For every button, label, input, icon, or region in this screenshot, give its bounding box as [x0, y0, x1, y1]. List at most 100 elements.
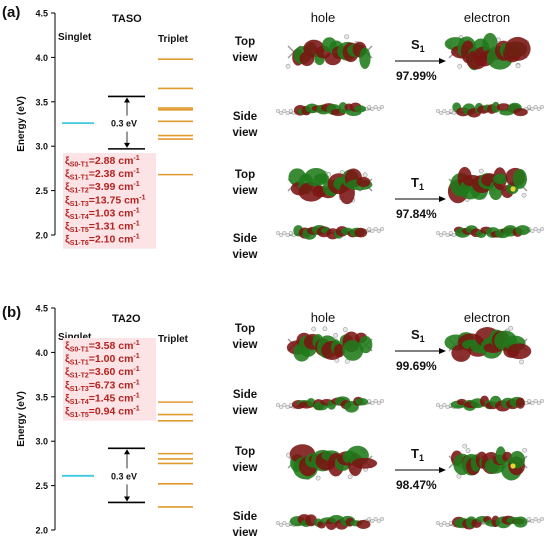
hydrogen-atom [533, 398, 538, 404]
view-label: view [233, 249, 258, 261]
view-label: Top [235, 446, 255, 458]
hydrogen-atom [279, 404, 284, 410]
y-tick-label: 2.5 [35, 186, 48, 196]
orbital-side-view-image [435, 225, 545, 239]
hydrogen-atom [367, 516, 372, 522]
transition-arrowhead [439, 196, 446, 202]
y-tick-label: 2.0 [35, 526, 48, 536]
hole-header: hole [311, 310, 336, 325]
hydrogen-atom [536, 400, 541, 406]
hydrogen-atom [347, 474, 353, 480]
singlet-column-label: Singlet [58, 332, 92, 343]
triplet-column-label: Triplet [158, 334, 189, 345]
view-label: view [233, 127, 258, 139]
y-tick-label: 3.5 [35, 97, 48, 107]
hydrogen-atom [373, 516, 378, 522]
orbital-lobe [507, 343, 532, 360]
hydrogen-atom [515, 63, 521, 69]
hydrogen-atom [344, 34, 350, 40]
hydrogen-atom [445, 522, 450, 528]
hydrogen-atom [533, 226, 538, 232]
hydrogen-atom [439, 522, 444, 528]
transition-state-label: S1 [411, 327, 425, 344]
hydrogen-atom [288, 230, 293, 236]
hydrogen-atom [539, 516, 545, 522]
hydrogen-atom [285, 404, 290, 410]
triplet-column-label: Triplet [158, 34, 189, 45]
orbital-lobe [359, 47, 371, 69]
sulfur-atom [510, 463, 516, 469]
hydrogen-atom [442, 108, 447, 114]
orbital-lobe [491, 101, 500, 113]
orbital-side-view-image [435, 101, 545, 118]
hydrogen-atom [522, 447, 528, 453]
hydrogen-atom [362, 172, 368, 178]
hydrogen-atom [448, 520, 453, 526]
soc-value: ξS1-T5=1.31 cm-1 [65, 221, 140, 235]
orbital-lobe [355, 398, 369, 406]
hydrogen-atom [445, 232, 450, 238]
orbital-top-view-image [447, 166, 528, 204]
hydrogen-atom [282, 402, 287, 408]
sulfur-atom [510, 186, 516, 192]
orbital-lobe [333, 343, 346, 358]
soc-value: ξS1-T1=2.38 cm-1 [65, 168, 140, 182]
hydrogen-atom [376, 518, 381, 524]
hydrogen-atom [275, 520, 281, 526]
y-tick-label: 3.0 [35, 437, 48, 447]
y-tick-label: 4.0 [35, 348, 48, 358]
hydrogen-atom [530, 228, 535, 234]
hydrogen-atom [530, 400, 535, 406]
y-axis-label: Energy (eV) [16, 96, 27, 152]
hydrogen-atom [442, 402, 447, 408]
transition-percent: 97.84% [396, 207, 437, 221]
view-label: Side [233, 511, 257, 523]
view-label: Top [235, 36, 255, 48]
orbital-lobe [356, 176, 371, 187]
hydrogen-atom [508, 325, 514, 331]
hydrogen-atom [445, 404, 450, 410]
view-label: Side [233, 111, 257, 123]
view-label: view [233, 52, 258, 64]
hydrogen-atom [282, 108, 287, 114]
hydrogen-atom [285, 110, 290, 116]
orbital-lobe [314, 173, 330, 184]
orbital-lobe [351, 457, 378, 469]
hydrogen-atom [379, 516, 385, 522]
transition-state-label: T1 [411, 446, 424, 463]
hydrogen-atom [370, 518, 375, 524]
gap-arrowhead-up [124, 97, 130, 103]
transition-arrowhead [439, 58, 446, 64]
soc-value: ξS0-T1=3.58 cm-1 [65, 340, 140, 354]
hydrogen-atom [536, 518, 541, 524]
panel-label: (a) [2, 4, 20, 21]
orbital-top-view-image [444, 32, 531, 71]
hydrogen-atom [370, 400, 375, 406]
hydrogen-atom [376, 106, 381, 112]
hydrogen-atom [315, 475, 321, 481]
electron-header: electron [464, 310, 510, 325]
orbital-top-view-image [287, 167, 373, 205]
view-label: view [233, 527, 258, 539]
hydrogen-atom [442, 520, 447, 526]
orbital-lobe [515, 397, 525, 409]
hydrogen-atom [311, 326, 317, 332]
orbital-lobe [354, 105, 367, 113]
hydrogen-atom [333, 333, 339, 338]
hydrogen-atom [539, 104, 545, 110]
gap-arrowhead-down [124, 496, 130, 502]
orbital-top-view-image [286, 326, 373, 364]
hydrogen-atom [367, 226, 372, 232]
soc-value: ξS1-T4=1.03 cm-1 [65, 207, 140, 221]
hydrogen-atom [435, 520, 441, 526]
hydrogen-atom [342, 327, 348, 332]
hydrogen-atom [373, 226, 378, 232]
orbital-lobe [342, 339, 364, 361]
hydrogen-atom [279, 522, 284, 528]
view-label: Side [233, 233, 257, 245]
hydrogen-atom [379, 398, 385, 404]
hydrogen-atom [285, 522, 290, 528]
view-label: view [233, 339, 258, 351]
hydrogen-atom [451, 232, 457, 238]
